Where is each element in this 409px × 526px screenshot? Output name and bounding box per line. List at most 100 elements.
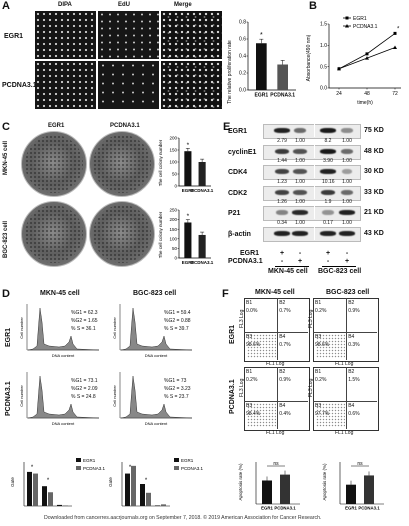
blot-band [320,230,336,236]
flow-quadrant-label: B1 [315,369,322,375]
cell-cycle-stat: % S = 23.7 [164,394,189,400]
panel-f-bar-chart-bgc823: Apoptosis rate (%) EGR1 PCDNA3.1 ns [322,461,384,511]
blot-quant: 8.2 [324,137,332,144]
panel-a-chart-star: * [260,32,263,39]
panel-d-bar [155,505,160,506]
flow-quadrant-value: 98.4% [246,410,261,417]
panel-c-chart1-star: * [187,142,190,149]
panel-a-chart-ytick: 0.6 [239,37,246,43]
flow-ylabel: FL3 Log [239,378,245,397]
panel-d-star: * [145,478,148,484]
panel-c-chart2-category: EGR1 [182,260,195,265]
blot-quant: 1.00 [342,137,352,144]
cell-cycle-plot: DNA content Cell number [19,300,104,358]
blot-band [320,169,336,174]
cell-cycle-ylabel: Cell number [19,385,24,407]
panel-a-bar-chart: The relative proliferation rate 0.0 0.2 0.… [227,20,296,104]
cell-cycle-peak [27,375,100,419]
panel-a-row-egr1: EGR1 [4,33,24,40]
cell-line-bgc823: BGC-823 cell [318,268,362,275]
flow-dots [247,333,276,358]
blot-strip-3 [263,185,361,201]
micrograph-merge-pcdna [161,61,222,109]
flow-quadrant-value: 0.7% [279,308,291,314]
flow-quadrant-value: 0.2% [315,308,327,314]
panel-f-bar [280,474,290,504]
panel-c-chart2-ytick: 50 [172,246,178,251]
flow-dots [247,402,276,427]
flow-quadrant-label: B2 [348,300,355,306]
panel-f-bar [262,480,272,504]
panel-c-chart1-ytick: 100 [169,160,177,165]
panel-b-point-pcdna [393,45,397,49]
blot-band [320,189,336,195]
flow-quadrant-value: 98.6% [315,341,330,348]
blot-quant: 1.00 [342,178,352,185]
blot-strip-5 [263,226,361,242]
treatment-label-0: EGR1 [240,250,260,257]
flow-quadrant-label: B3 [315,402,322,409]
blot-band [339,230,355,236]
treatment-sign: + [325,250,331,257]
panel-a-chart-category: EGR1 [255,93,269,99]
panel-d-bar-ylabel: Gate [108,477,113,487]
blot-band [293,189,307,195]
panel-a-ylabel: The relative proliferation rate [227,40,233,104]
panel-c-chart1-ylabel: The cell colony number [158,139,163,186]
panel-c-chart1-ytick: 50 [172,172,178,177]
panel-b-xtick: 24 [336,91,342,97]
panel-d-legend-egr1: EGR1 [181,458,194,463]
flow-quadrant-line-v [277,367,278,429]
cell-cycle-xlabel: DNA content [52,421,75,426]
blot-band [292,230,308,236]
flow-quadrant-line-v [277,298,278,360]
panel-f-bar-chart-mkn45: Apoptosis rate (%) EGR1 PCDNA3.1 ns [238,461,300,511]
cell-cycle-ylabel: Cell number [19,317,24,339]
treatment-sign: - [280,258,284,265]
flow-quadrant-value: 0.2% [315,377,327,383]
cell-cycle-stat: %G1 = 73 [164,378,187,384]
flow-quadrant-label: B3 [246,402,253,409]
cell-cycle-stat: %G1 = 62.3 [71,310,98,316]
panel-f-row-egr1: EGR1 [229,324,236,344]
blot-kd-5: 43 KD [364,229,384,237]
blot-band [322,210,334,215]
cell-cycle-stat: %G2 = 0.88 [164,318,191,324]
blot-strip-0 [263,124,361,139]
panel-a-header-merge: Merge [174,2,192,8]
panel-b-point-pcdna [337,66,341,71]
panel-f-header-mkn45: MKN-45 cell [255,289,295,296]
panel-f-header-bgc823: BGC-823 cell [326,289,370,296]
blot-band [320,128,336,133]
panel-f-bar-category: EGR1 [345,506,357,511]
blot-label-2: CDK4 [228,169,248,176]
panel-c-chart2-ytick: 250 [169,208,177,213]
panel-d-bar-chart-mkn45: Gate * * EGR1 PCDNA3.1 [10,458,105,507]
panel-d-bar [140,484,145,506]
treatment-sign: + [297,258,303,265]
panel-c-chart2-ytick: 0 [174,256,177,261]
flow-xlabel: FL1 Log [335,430,354,436]
flow-quadrant-label: B2 [279,369,286,375]
cell-cycle-histogram-svg: DNA content Cell number [112,372,193,426]
panel-c-row-bgc823: BGC-823 cell [3,220,9,258]
panel-label-b: B [309,0,317,12]
panel-c-row-mkn45: MKN-45 cell [3,140,9,175]
blot-label-5: β-actin [228,230,251,238]
flow-quadrant-line-v [346,367,347,429]
panel-b-point-egr1 [393,31,397,35]
blot-quant: 1.00 [295,178,305,185]
cell-cycle-plot: DNA content Cell number [112,368,197,426]
micrograph-dipa-pcdna [35,61,96,109]
flow-quadrant-label: B1 [246,369,253,375]
flow-quadrant-label: B2 [279,300,286,306]
blot-band [293,169,307,174]
panel-d-bar [57,504,62,506]
flow-quadrant-value: 0.6% [348,410,360,417]
blot-kd-3: 33 KD [364,188,384,196]
blot-label-1: cyclinE1 [228,148,257,156]
blot-strip-2 [263,165,361,180]
cell-line-underline-bgc823 [322,266,356,267]
panel-c-chart-mkn45: The cell colony number 0 50 100 150 200 EGR1 *… [158,136,214,193]
panel-label-a: A [2,0,10,12]
